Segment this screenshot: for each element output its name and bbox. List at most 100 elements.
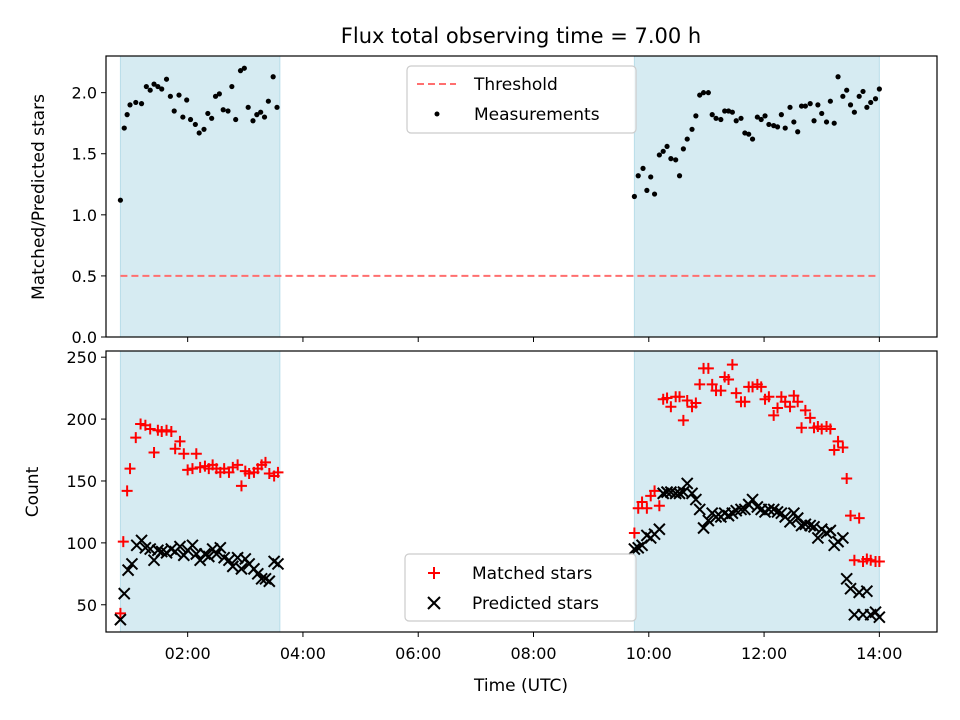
measurement-point bbox=[167, 93, 173, 99]
measurement-point bbox=[705, 90, 711, 96]
matched-star-point bbox=[161, 424, 173, 436]
matched-star-point bbox=[706, 378, 718, 390]
bottom-y-tick-label: 100 bbox=[66, 534, 97, 553]
predicted-star-point bbox=[118, 587, 131, 600]
matched-star-point bbox=[130, 432, 142, 444]
bottom-x-tick-label: 04:00 bbox=[280, 644, 326, 663]
measurement-point bbox=[270, 74, 276, 80]
measurement-point bbox=[192, 121, 198, 128]
predicted-star-point bbox=[689, 493, 703, 506]
matched-star-point bbox=[772, 402, 784, 414]
measurement-point bbox=[651, 191, 658, 197]
measurement-point bbox=[274, 104, 280, 110]
predicted-star-point bbox=[226, 560, 240, 573]
measurement-point bbox=[831, 120, 837, 126]
matched-star-point bbox=[169, 443, 181, 455]
measurement-point bbox=[265, 98, 271, 104]
predicted-star-point bbox=[873, 610, 886, 624]
predicted-star-point bbox=[222, 553, 236, 567]
predicted-star-point bbox=[693, 503, 706, 516]
measurement-point bbox=[237, 68, 244, 74]
top-panel: 0.00.51.01.52.0 Matched/Predicted stars … bbox=[29, 55, 938, 347]
matched-star-point bbox=[243, 468, 255, 480]
measurement-point bbox=[261, 114, 268, 120]
measurement-point bbox=[187, 116, 194, 123]
bottom-shaded-interval-0 bbox=[119, 350, 281, 633]
measurement-point bbox=[254, 112, 260, 118]
x-axis-label: Time (UTC) bbox=[473, 676, 568, 696]
predicted-star-point bbox=[791, 511, 804, 525]
predicted-star-point bbox=[803, 519, 817, 532]
matched-star-point bbox=[792, 396, 804, 408]
measurement-point bbox=[147, 87, 153, 93]
measurement-point bbox=[722, 108, 728, 114]
matched-star-point bbox=[726, 359, 738, 371]
top-y-tick-label: 0.0 bbox=[72, 328, 97, 347]
matched-star-point bbox=[272, 466, 284, 478]
matched-star-point bbox=[865, 554, 877, 566]
measurement-point bbox=[635, 173, 641, 179]
matched-star-point bbox=[114, 607, 126, 619]
predicted-star-point bbox=[255, 572, 268, 585]
measurement-point bbox=[860, 88, 866, 95]
top-y-axis-label: Matched/Predicted stars bbox=[29, 94, 49, 300]
matched-star-point bbox=[186, 463, 198, 475]
matched-star-point bbox=[653, 500, 665, 512]
predicted-star-point bbox=[734, 503, 748, 516]
predicted-star-point bbox=[186, 539, 199, 552]
measurement-point bbox=[656, 152, 662, 158]
measurement-point bbox=[241, 65, 247, 71]
matched-star-point bbox=[674, 391, 686, 403]
matched-star-point bbox=[677, 414, 689, 426]
measurement-point bbox=[680, 146, 686, 152]
matched-star-point bbox=[636, 496, 648, 508]
measurement-point bbox=[196, 130, 202, 136]
measurement-point bbox=[815, 102, 821, 108]
measurement-point bbox=[868, 99, 874, 106]
legend-threshold-label: Threshold bbox=[473, 75, 558, 95]
matched-star-point bbox=[715, 385, 727, 397]
chart-title: Flux total observing time = 7.00 h bbox=[341, 24, 701, 48]
legend-measurements-label: Measurements bbox=[474, 105, 600, 125]
measurement-point bbox=[664, 143, 670, 150]
predicted-star-point bbox=[807, 520, 821, 533]
measurement-point bbox=[729, 109, 735, 115]
predicted-star-point bbox=[702, 514, 715, 527]
matched-star-point bbox=[649, 485, 661, 497]
measurement-point bbox=[163, 76, 170, 82]
predicted-star-point bbox=[783, 515, 797, 529]
matched-star-point bbox=[739, 396, 751, 408]
matched-star-point bbox=[156, 425, 168, 437]
measurement-point bbox=[133, 99, 139, 106]
predicted-star-point bbox=[836, 531, 850, 545]
measurement-point bbox=[121, 125, 127, 131]
predicted-star-point bbox=[746, 493, 759, 506]
measurement-point bbox=[229, 83, 235, 90]
matched-star-point bbox=[799, 404, 811, 416]
measurement-point bbox=[856, 93, 862, 99]
matched-star-point bbox=[681, 395, 693, 407]
measurement-point bbox=[758, 116, 764, 123]
measurement-point bbox=[151, 81, 157, 87]
top-y-ticks: 0.0 0.5 1.0 1.5 2.0 bbox=[72, 84, 106, 347]
measurement-point bbox=[823, 119, 830, 125]
matched-star-point bbox=[828, 444, 840, 456]
predicted-star-point bbox=[121, 563, 135, 577]
matched-star-point bbox=[165, 425, 177, 437]
measurement-point bbox=[835, 74, 841, 80]
measurements-legend-swatch bbox=[434, 111, 440, 117]
measurement-point bbox=[631, 193, 637, 200]
measurement-point bbox=[117, 197, 124, 203]
matched-star-point bbox=[628, 527, 640, 539]
matched-legend-swatch bbox=[428, 567, 440, 579]
measurement-point bbox=[180, 114, 186, 120]
matched-star-point bbox=[824, 423, 836, 435]
legend-predicted-label: Predicted stars bbox=[472, 594, 599, 614]
measurement-point bbox=[733, 118, 739, 124]
bottom-x-ticks: 02:00 04:00 06:00 08:00 10:00 12:00 14:00 bbox=[165, 632, 902, 663]
matched-star-point bbox=[190, 448, 202, 460]
top-y-tick-label: 1.5 bbox=[72, 145, 97, 164]
measurement-point bbox=[673, 157, 679, 163]
